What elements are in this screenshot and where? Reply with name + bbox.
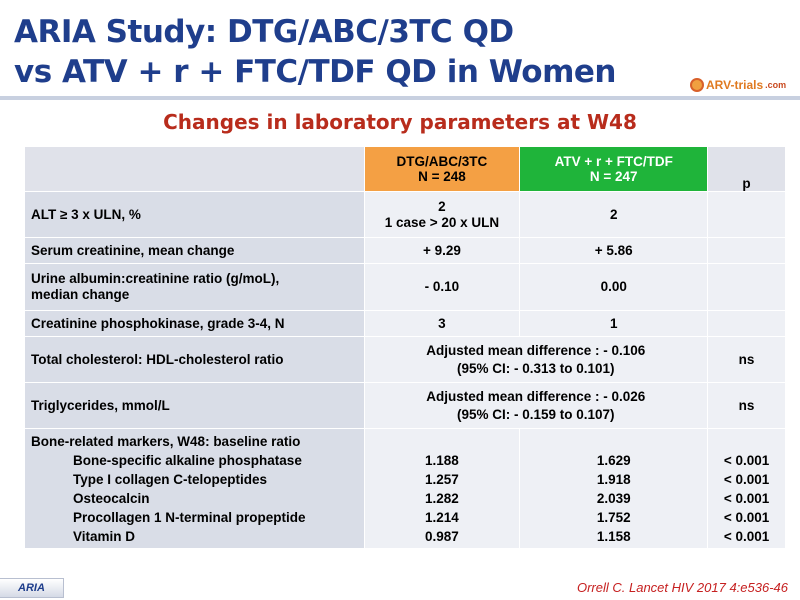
triglycerides-ci: (95% CI: - 0.159 to 0.107)	[456, 406, 615, 422]
triglycerides-difference: Adjusted mean difference : - 0.026	[426, 388, 646, 404]
arv-trials-logo: ARV-trials .com	[690, 78, 786, 92]
study-tag: ARIA	[0, 578, 64, 598]
table-row-cpk: Creatinine phosphokinase, grade 3-4, N 3…	[24, 310, 786, 337]
row-label: Urine albumin:creatinine ratio (g/moL),	[31, 271, 280, 286]
row-label: ALT ≥ 3 x ULN, %	[24, 191, 365, 238]
cholesterol-difference-cell: Adjusted mean difference : - 0.106 (95% …	[363, 336, 709, 383]
table-row-triglycerides: Triglycerides, mmol/L Adjusted mean diff…	[24, 382, 786, 429]
alt-dtg-note: 1 case > 20 x ULN	[384, 214, 500, 230]
citation: Orrell C. Lancet HIV 2017 4:e536-46	[576, 580, 788, 595]
table-title: Changes in laboratory parameters at W48	[163, 110, 637, 134]
header-dtg-arm: DTG/ABC/3TC N = 248	[363, 146, 521, 192]
cholesterol-p-value: ns	[707, 336, 786, 383]
header-blank-cell	[24, 146, 365, 192]
bone-atv-value: 1.918	[596, 471, 631, 487]
bone-dtg-value: 1.282	[425, 490, 459, 506]
bone-p-value: < 0.001	[723, 490, 770, 506]
cholesterol-ci: (95% CI: - 0.313 to 0.101)	[456, 360, 615, 376]
bone-dtg-value: 1.214	[425, 509, 459, 525]
header-dtg-n: N = 248	[418, 169, 466, 184]
bone-label-cell: Bone-related markers, W48: baseline rati…	[24, 428, 365, 549]
header-p-value: p	[707, 146, 786, 192]
logo-mark-icon	[690, 78, 704, 92]
bone-dtg-value: 1.188	[425, 452, 459, 468]
alt-dtg-value: 2	[438, 198, 446, 214]
bone-marker-name: Bone-specific alkaline phosphatase	[73, 452, 302, 468]
bone-p-value: < 0.001	[723, 528, 770, 544]
row-label: Triglycerides, mmol/L	[24, 382, 365, 429]
cpk-atv-value: 1	[519, 310, 709, 337]
table-row-alt: ALT ≥ 3 x ULN, % 2 1 case > 20 x ULN 2	[24, 191, 786, 238]
cpk-dtg-value: 3	[363, 310, 521, 337]
urine-dtg-value: - 0.10	[363, 263, 521, 311]
creatinine-p-value	[707, 237, 786, 264]
title-line-1: ARIA Study: DTG/ABC/3TC QD	[14, 14, 514, 50]
bone-p-cell: < 0.001 < 0.001 < 0.001 < 0.001 < 0.001	[707, 428, 786, 549]
logo-text: ARV-trials	[706, 78, 764, 92]
alt-dtg-cell: 2 1 case > 20 x ULN	[363, 191, 521, 238]
header-atv-arm: ATV + r + FTC/TDF N = 247	[519, 146, 709, 192]
bone-marker-name: Osteocalcin	[73, 490, 150, 506]
slide-title: ARIA Study: DTG/ABC/3TC QD vs ATV + r + …	[14, 12, 616, 92]
title-line-2: vs ATV + r + FTC/TDF QD in Women	[14, 54, 616, 90]
urine-p-value	[707, 263, 786, 311]
creatinine-dtg-value: + 9.29	[363, 237, 521, 264]
header-dtg-name: DTG/ABC/3TC	[396, 154, 488, 169]
bone-atv-value: 1.158	[596, 528, 631, 544]
bone-dtg-value: 0.987	[425, 528, 459, 544]
table-row-urine-ratio: Urine albumin:creatinine ratio (g/moL), …	[24, 263, 786, 311]
urine-label-cell: Urine albumin:creatinine ratio (g/moL), …	[24, 263, 365, 311]
logo-tld: .com	[765, 80, 787, 90]
bone-atv-cell: 1.629 1.918 2.039 1.752 1.158	[519, 428, 709, 549]
bone-dtg-cell: 1.188 1.257 1.282 1.214 0.987	[363, 428, 521, 549]
creatinine-atv-value: + 5.86	[519, 237, 709, 264]
cholesterol-difference: Adjusted mean difference : - 0.106	[426, 342, 646, 358]
urine-atv-value: 0.00	[519, 263, 709, 311]
table-row-cholesterol: Total cholesterol: HDL-cholesterol ratio…	[24, 336, 786, 383]
bone-marker-name: Procollagen 1 N-terminal propeptide	[73, 509, 306, 525]
bone-dtg-value: 1.257	[425, 471, 459, 487]
table-header-row: DTG/ABC/3TC N = 248 ATV + r + FTC/TDF N …	[24, 146, 786, 192]
bone-p-value: < 0.001	[723, 471, 770, 487]
bone-p-value: < 0.001	[723, 509, 770, 525]
bone-marker-name: Type I collagen C-telopeptides	[73, 471, 268, 487]
row-label-cont: median change	[31, 287, 130, 302]
row-label: Bone-related markers, W48: baseline rati…	[31, 433, 301, 449]
row-label: Total cholesterol: HDL-cholesterol ratio	[24, 336, 365, 383]
row-label: Creatinine phosphokinase, grade 3-4, N	[24, 310, 365, 337]
table-row-creatinine: Serum creatinine, mean change + 9.29 + 5…	[24, 237, 786, 264]
title-divider	[0, 96, 800, 100]
bone-marker-name: Vitamin D	[73, 528, 136, 544]
table-row-bone-markers: Bone-related markers, W48: baseline rati…	[24, 428, 786, 549]
bone-p-value: < 0.001	[723, 452, 770, 468]
bone-atv-value: 2.039	[596, 490, 631, 506]
triglycerides-p-value: ns	[707, 382, 786, 429]
alt-atv-value: 2	[519, 191, 709, 238]
cpk-p-value	[707, 310, 786, 337]
header-atv-n: N = 247	[589, 169, 638, 184]
triglycerides-difference-cell: Adjusted mean difference : - 0.026 (95% …	[363, 382, 709, 429]
header-atv-name: ATV + r + FTC/TDF	[554, 154, 673, 169]
lab-parameters-table: DTG/ABC/3TC N = 248 ATV + r + FTC/TDF N …	[24, 146, 786, 549]
row-label: Serum creatinine, mean change	[24, 237, 365, 264]
alt-p-value	[707, 191, 786, 238]
bone-atv-value: 1.629	[596, 452, 631, 468]
bone-atv-value: 1.752	[596, 509, 631, 525]
